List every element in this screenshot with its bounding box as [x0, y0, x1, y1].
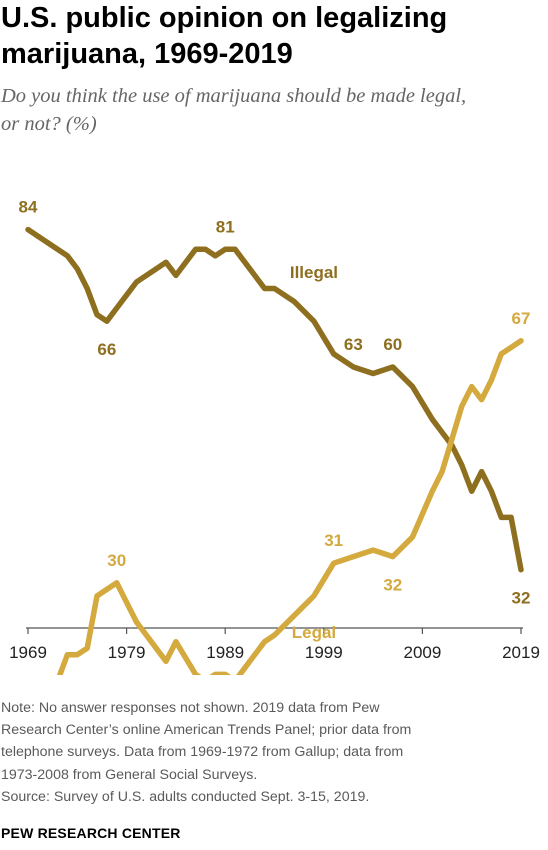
note-line-2: Research Center’s online American Trends…	[1, 722, 412, 739]
x-tick-label: 2019	[502, 643, 540, 662]
source-line: Source: Survey of U.S. adults conducted …	[1, 788, 370, 805]
source-organization: PEW RESEARCH CENTER	[1, 825, 181, 841]
chart-title: U.S. public opinion on legalizing mariju…	[1, 0, 541, 72]
x-tick-label: 1999	[305, 643, 343, 662]
note-line-1: Note: No answer responses not shown. 201…	[1, 700, 380, 716]
chart-title-line-1: U.S. public opinion on legalizing	[1, 2, 448, 34]
data-label: 81	[216, 217, 235, 236]
x-tick-label: 1969	[9, 643, 47, 662]
series-label-illegal: Illegal	[290, 263, 338, 282]
chart-subtitle-line-1: Do you think the use of marijuana should…	[1, 85, 467, 107]
line-chart: 1969 1979 1989 1999 2009 2019 84 66 81 63 60 32 Ille…	[9, 198, 540, 675]
series-line-legal	[56, 338, 524, 675]
series-line-illegal	[25, 226, 524, 573]
chart-note: Note: No answer responses not shown. 201…	[1, 697, 541, 808]
data-label: 32	[383, 576, 402, 595]
data-label: 63	[344, 335, 363, 354]
data-label: 60	[383, 335, 402, 354]
note-line-4: 1973-2008 from General Social Surveys.	[1, 766, 258, 783]
x-tick-label: 1979	[108, 643, 146, 662]
data-label: 66	[97, 340, 116, 359]
data-label: 84	[19, 198, 38, 217]
data-label: 30	[107, 551, 126, 570]
series-label-legal: Legal	[292, 623, 336, 642]
chart-title-line-2: marijuana, 1969-2019	[1, 38, 293, 70]
note-line-3: telephone surveys. Data from 1969-1972 f…	[1, 744, 404, 761]
data-label: 31	[324, 531, 343, 550]
chart-subtitle: Do you think the use of marijuana should…	[1, 82, 547, 138]
data-label: 32	[512, 589, 531, 608]
data-label: 67	[512, 309, 531, 328]
chart-subtitle-line-2: or not? (%)	[1, 113, 97, 135]
x-tick-label: 2009	[403, 643, 441, 662]
x-tick-label: 1989	[206, 643, 244, 662]
